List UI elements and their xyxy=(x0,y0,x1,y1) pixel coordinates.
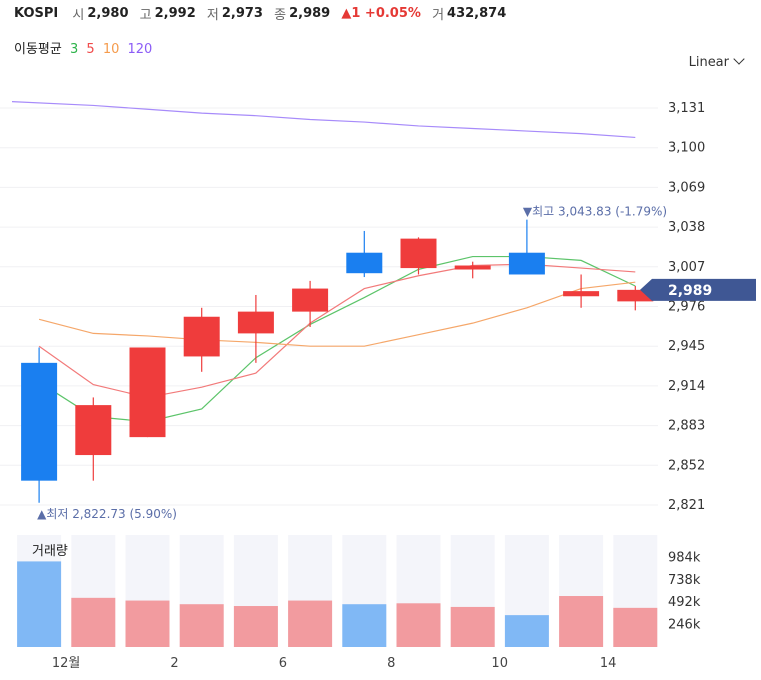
volume-tick-label: 984k xyxy=(668,550,701,565)
price-tick-label: 2,883 xyxy=(668,419,705,434)
price-tick-label: 2,976 xyxy=(668,300,705,315)
candle-body xyxy=(183,316,220,357)
candle-body xyxy=(454,265,491,270)
price-tick-label: 3,038 xyxy=(668,220,705,235)
low-value: 2,973 xyxy=(221,6,263,21)
candle-body xyxy=(237,311,274,334)
price-tick-label: 2,821 xyxy=(668,498,705,513)
high-annotation: ▼최고 3,043.83 (-1.79%) xyxy=(523,205,667,219)
scale-selector[interactable]: Linear xyxy=(688,53,745,70)
volume-bar xyxy=(342,604,387,647)
change-value: ▲1 +0.05% xyxy=(341,6,421,21)
volume-bar xyxy=(396,603,441,647)
open-value: 2,980 xyxy=(87,6,129,21)
ma-period-10[interactable]: 10 xyxy=(102,42,120,57)
scale-selector-label: Linear xyxy=(688,55,729,70)
current-price-tag xyxy=(640,278,756,301)
volume-label: 거 xyxy=(432,8,445,23)
open-label: 시 xyxy=(72,8,85,23)
candle-body xyxy=(346,252,383,274)
price-tick-label: 3,131 xyxy=(668,101,705,116)
price-tick-label: 2,945 xyxy=(668,339,705,354)
volume-bar xyxy=(179,604,224,647)
x-tick-label: 10 xyxy=(491,656,508,671)
moving-average-legend: 이동평균 3 5 10 120 xyxy=(14,38,156,57)
candle-body xyxy=(400,238,437,269)
ma-line-5 xyxy=(38,263,636,399)
ma-line-120 xyxy=(11,100,636,139)
ma-line-10 xyxy=(38,281,636,347)
price-tick-label: 2,852 xyxy=(668,458,705,473)
current-price-label: 2,989 xyxy=(668,283,712,299)
candle-body xyxy=(563,291,600,297)
ma-line-3 xyxy=(38,255,636,423)
candle-body xyxy=(75,405,112,456)
volume-tick-label: 738k xyxy=(668,573,701,588)
volume-value: 432,874 xyxy=(447,6,507,21)
volume-bar xyxy=(125,600,170,647)
price-tick-label: 2,914 xyxy=(668,379,705,394)
x-tick-label: 12월 xyxy=(52,656,81,671)
low-label: 저 xyxy=(206,8,219,23)
volume-bar xyxy=(504,615,549,647)
volume-bar xyxy=(17,561,62,647)
ma-period-3[interactable]: 3 xyxy=(69,42,79,57)
volume-tick-label: 246k xyxy=(668,618,701,633)
volume-bar xyxy=(559,596,604,647)
candle-body xyxy=(129,347,166,438)
candle-body xyxy=(21,362,58,481)
price-tick-label: 3,007 xyxy=(668,260,705,275)
ma-period-120[interactable]: 120 xyxy=(127,42,153,57)
ma-period-5[interactable]: 5 xyxy=(86,42,95,57)
volume-bar xyxy=(450,606,495,647)
x-tick-label: 8 xyxy=(387,656,395,671)
ticker-symbol: KOSPI xyxy=(14,6,59,21)
low-annotation: ▲최저 2,822.73 (5.90%) xyxy=(37,507,177,521)
high-value: 2,992 xyxy=(154,6,196,21)
price-tick-label: 3,100 xyxy=(668,141,705,156)
x-tick-label: 2 xyxy=(170,656,178,671)
candle-body xyxy=(617,289,654,302)
price-tick-label: 3,069 xyxy=(668,180,705,195)
x-tick-label: 6 xyxy=(279,656,287,671)
volume-bar xyxy=(613,607,658,647)
quote-header: KOSPI 시 2,980 고 2,992 저 2,973 종 2,989 ▲1 +0.… xyxy=(14,4,513,24)
moving-average-label: 이동평균 xyxy=(14,42,62,57)
volume-bar xyxy=(71,597,116,647)
candle-body xyxy=(292,288,329,312)
high-label: 고 xyxy=(139,8,152,23)
close-label: 종 xyxy=(274,8,287,23)
volume-label: 거래량 xyxy=(32,544,68,559)
x-tick-label: 14 xyxy=(600,656,617,671)
volume-bar xyxy=(288,600,333,647)
volume-bar xyxy=(233,606,278,647)
volume-tick-label: 492k xyxy=(668,595,701,610)
candle-body xyxy=(508,252,545,275)
close-value: 2,989 xyxy=(289,6,331,21)
